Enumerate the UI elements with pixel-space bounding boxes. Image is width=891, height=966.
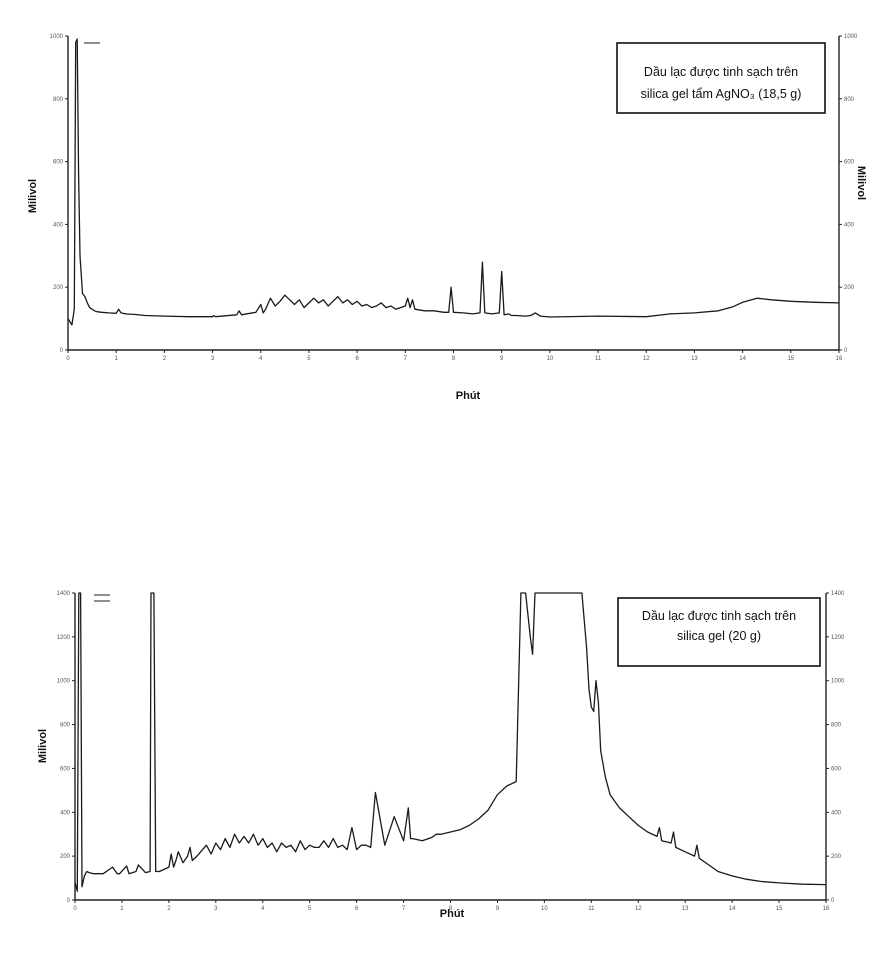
bottom-y-tick-label: 1200 — [57, 635, 71, 641]
bottom-x-tick-label: 8 — [449, 906, 453, 912]
chart-top: 0 1 2 3 4 5 6 7 8 9 10 11 12 13 14 15 160200400600800100… — [27, 34, 867, 402]
bottom-annotation-line-2: silica gel (20 g) — [677, 629, 761, 643]
bottom-y-tick-label: 400 — [60, 810, 71, 816]
bottom-y-right-tick-label: 800 — [831, 723, 842, 729]
bottom-series-line — [74, 592, 827, 892]
top-x-tick-label: 15 — [787, 356, 794, 362]
bottom-y-right-tick-label: 1000 — [831, 679, 845, 685]
bottom-y-tick-label: 800 — [60, 723, 71, 729]
bottom-x-tick-label: 3 — [214, 906, 218, 912]
top-x-tick-label: 12 — [643, 356, 650, 362]
bottom-x-tick-label: 15 — [776, 906, 783, 912]
bottom-x-tick-label: 7 — [402, 906, 406, 912]
top-y-right-tick-label: 0 — [844, 348, 848, 354]
top-x-tick-label: 8 — [452, 356, 456, 362]
top-y-axis-label-right: Milivol — [855, 166, 867, 200]
top-y-tick-label: 800 — [53, 97, 64, 103]
top-x-tick-label: 7 — [404, 356, 408, 362]
top-x-tick-label: 16 — [836, 356, 843, 362]
bottom-ticks: 0 1 2 3 4 5 6 7 8 9 10 11 12 13 14 15 160200400600800100… — [57, 591, 845, 912]
top-x-tick-label: 2 — [163, 356, 167, 362]
chart-bottom: 0 1 2 3 4 5 6 7 8 9 10 11 12 13 14 15 160200400600800100… — [37, 591, 845, 920]
bottom-y-right-tick-label: 1200 — [831, 635, 845, 641]
top-x-tick-label: 0 — [66, 356, 70, 362]
bottom-x-tick-label: 2 — [167, 906, 171, 912]
bottom-y-right-tick-label: 1400 — [831, 591, 845, 597]
bottom-x-tick-label: 14 — [729, 906, 736, 912]
top-y-right-tick-label: 800 — [844, 97, 855, 103]
top-annotation-box — [616, 42, 826, 114]
bottom-y-right-tick-label: 400 — [831, 810, 842, 816]
bottom-annotation-box — [617, 597, 821, 667]
bottom-annotation-line-1: Dầu lạc được tinh sạch trên — [642, 609, 796, 623]
top-y-tick-label: 1000 — [50, 34, 64, 40]
top-annotation-line-2: silica gel tẩm AgNO₃ (18,5 g) — [641, 87, 802, 101]
bottom-legend — [94, 594, 110, 602]
top-y-tick-label: 600 — [53, 160, 64, 166]
top-x-tick-label: 11 — [595, 356, 602, 362]
bottom-y-tick-label: 600 — [60, 766, 71, 772]
bottom-y-tick-label: 1400 — [57, 591, 71, 597]
bottom-x-tick-label: 12 — [635, 906, 642, 912]
bottom-y-tick-label: 1000 — [57, 679, 71, 685]
bottom-x-tick-label: 6 — [355, 906, 359, 912]
bottom-y-right-tick-label: 0 — [831, 898, 835, 904]
bottom-x-tick-label: 11 — [588, 906, 595, 912]
top-y-axis-label: Milivol — [27, 179, 39, 213]
bottom-y-axis-label: Milivol — [37, 729, 49, 763]
top-y-right-tick-label: 600 — [844, 160, 855, 166]
bottom-y-right-tick-label: 200 — [831, 854, 842, 860]
top-x-tick-label: 3 — [211, 356, 215, 362]
bottom-y-tick-label: 0 — [67, 898, 71, 904]
bottom-x-tick-label: 13 — [682, 906, 689, 912]
top-y-tick-label: 400 — [53, 222, 64, 228]
top-x-tick-label: 4 — [259, 356, 263, 362]
top-x-tick-label: 14 — [739, 356, 746, 362]
bottom-x-tick-label: 16 — [823, 906, 830, 912]
top-y-right-tick-label: 1000 — [844, 34, 858, 40]
bottom-x-tick-label: 5 — [308, 906, 312, 912]
bottom-x-tick-label: 1 — [120, 906, 124, 912]
top-x-tick-label: 13 — [691, 356, 698, 362]
top-y-right-tick-label: 400 — [844, 222, 855, 228]
top-x-tick-label: 1 — [115, 356, 119, 362]
top-y-tick-label: 0 — [60, 348, 64, 354]
bottom-x-tick-label: 0 — [73, 906, 77, 912]
top-y-right-tick-label: 200 — [844, 285, 855, 291]
bottom-y-tick-label: 200 — [60, 854, 71, 860]
top-ticks: 0 1 2 3 4 5 6 7 8 9 10 11 12 13 14 15 160200400600800100… — [50, 34, 858, 362]
bottom-x-tick-label: 4 — [261, 906, 265, 912]
top-x-axis-label: Phút — [456, 390, 481, 402]
top-x-tick-label: 9 — [500, 356, 504, 362]
top-y-tick-label: 200 — [53, 285, 64, 291]
top-x-tick-label: 5 — [307, 356, 311, 362]
bottom-x-axis-label: Phút — [440, 908, 465, 920]
bottom-x-tick-label: 9 — [496, 906, 500, 912]
top-annotation-line-1: Dầu lạc được tinh sạch trên — [644, 65, 798, 79]
top-x-tick-label: 10 — [547, 356, 554, 362]
bottom-x-tick-label: 10 — [541, 906, 548, 912]
bottom-y-right-tick-label: 600 — [831, 766, 842, 772]
top-x-tick-label: 6 — [355, 356, 359, 362]
top-series-line — [67, 38, 840, 326]
